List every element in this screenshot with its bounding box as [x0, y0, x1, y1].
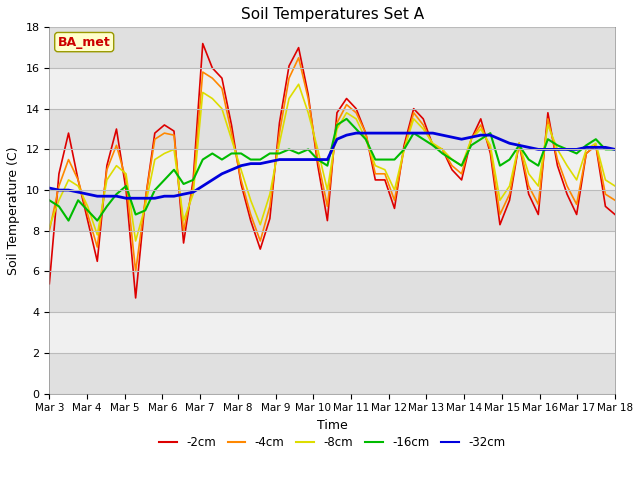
Text: BA_met: BA_met — [58, 36, 111, 48]
Bar — [49, 68, 615, 108]
Bar — [49, 231, 615, 272]
X-axis label: Time: Time — [317, 419, 348, 432]
Bar — [49, 272, 615, 312]
Y-axis label: Soil Temperature (C): Soil Temperature (C) — [7, 146, 20, 275]
Bar — [49, 149, 615, 190]
Bar — [49, 27, 615, 68]
Legend: -2cm, -4cm, -8cm, -16cm, -32cm: -2cm, -4cm, -8cm, -16cm, -32cm — [154, 431, 510, 454]
Title: Soil Temperatures Set A: Soil Temperatures Set A — [241, 7, 424, 22]
Bar — [49, 108, 615, 149]
Bar — [49, 190, 615, 231]
Bar — [49, 312, 615, 353]
Bar — [49, 353, 615, 394]
